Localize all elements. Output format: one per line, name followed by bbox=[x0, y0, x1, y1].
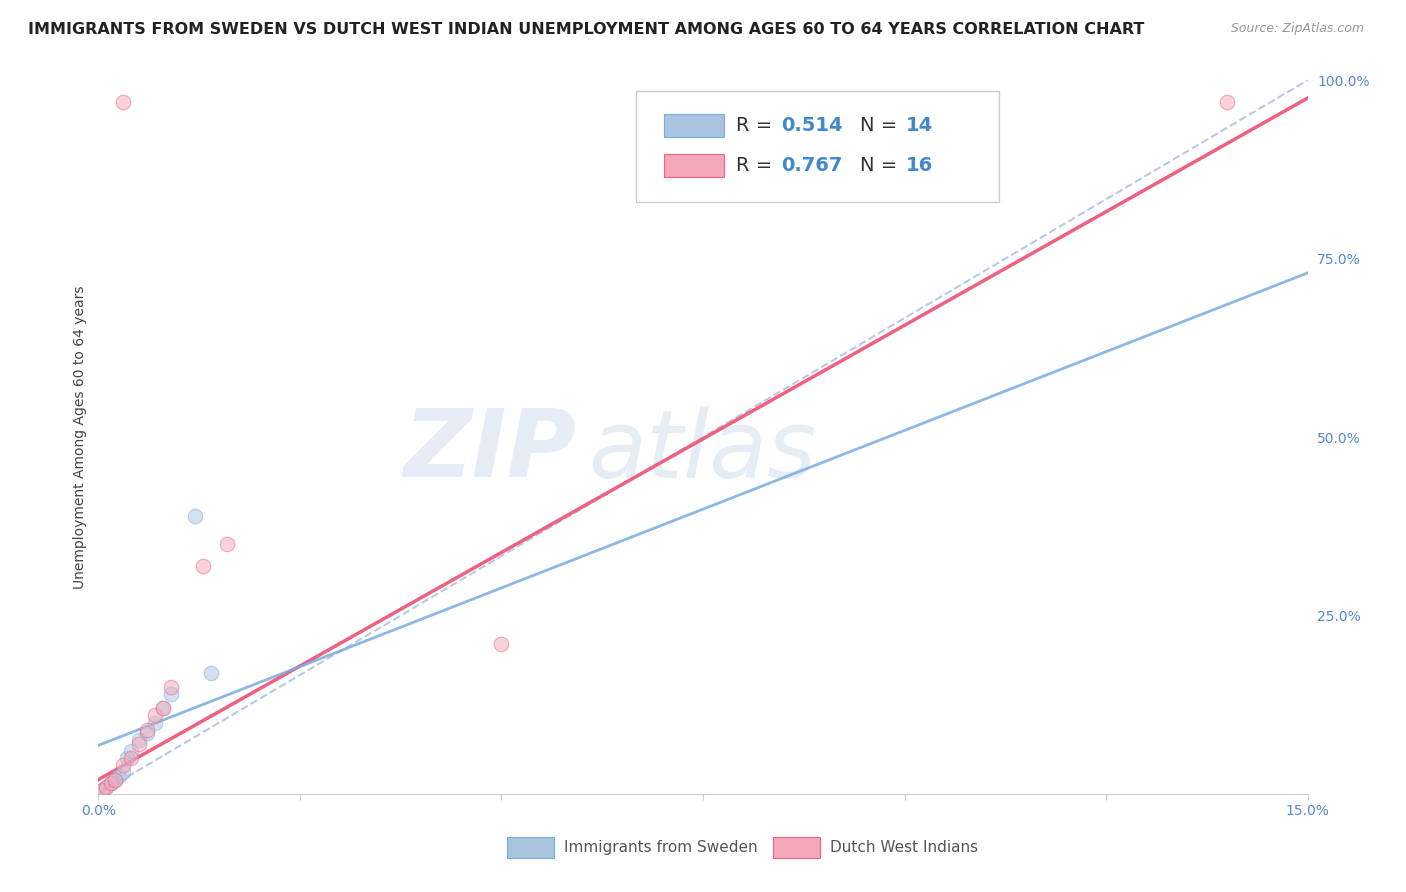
Text: ZIP: ZIP bbox=[404, 405, 576, 498]
Point bbox=[91, 783, 114, 797]
Point bbox=[100, 776, 122, 790]
Text: 0.767: 0.767 bbox=[782, 156, 844, 176]
Point bbox=[128, 733, 150, 747]
Point bbox=[107, 769, 129, 783]
Text: Dutch West Indians: Dutch West Indians bbox=[830, 840, 979, 855]
Point bbox=[120, 744, 142, 758]
Text: IMMIGRANTS FROM SWEDEN VS DUTCH WEST INDIAN UNEMPLOYMENT AMONG AGES 60 TO 64 YEA: IMMIGRANTS FROM SWEDEN VS DUTCH WEST IND… bbox=[28, 22, 1144, 37]
Text: 16: 16 bbox=[905, 156, 934, 176]
Point bbox=[96, 780, 118, 794]
Text: R =: R = bbox=[735, 116, 778, 135]
Point bbox=[491, 637, 513, 651]
Point bbox=[152, 701, 174, 715]
Text: R =: R = bbox=[735, 156, 778, 176]
Point bbox=[143, 715, 166, 730]
FancyBboxPatch shape bbox=[773, 837, 820, 858]
Text: Immigrants from Sweden: Immigrants from Sweden bbox=[564, 840, 758, 855]
Point bbox=[160, 687, 183, 701]
Point bbox=[217, 537, 239, 551]
Point bbox=[120, 751, 142, 765]
FancyBboxPatch shape bbox=[508, 837, 554, 858]
Point bbox=[115, 751, 138, 765]
Point bbox=[103, 772, 125, 787]
Text: 0.514: 0.514 bbox=[782, 116, 844, 135]
Point bbox=[135, 723, 157, 737]
Text: N =: N = bbox=[860, 116, 904, 135]
FancyBboxPatch shape bbox=[664, 114, 724, 136]
Point bbox=[111, 95, 134, 109]
Point bbox=[111, 758, 134, 772]
Point bbox=[152, 701, 174, 715]
Point bbox=[193, 558, 215, 573]
Point bbox=[200, 665, 222, 680]
Point bbox=[100, 776, 122, 790]
FancyBboxPatch shape bbox=[664, 154, 724, 178]
FancyBboxPatch shape bbox=[637, 91, 1000, 202]
Point bbox=[91, 783, 114, 797]
Point bbox=[111, 765, 134, 780]
Y-axis label: Unemployment Among Ages 60 to 64 years: Unemployment Among Ages 60 to 64 years bbox=[73, 285, 87, 589]
Point bbox=[96, 780, 118, 794]
Point bbox=[128, 737, 150, 751]
Point bbox=[135, 726, 157, 740]
Text: atlas: atlas bbox=[588, 406, 817, 497]
Point bbox=[103, 772, 125, 787]
Text: 14: 14 bbox=[905, 116, 934, 135]
Point bbox=[184, 508, 207, 523]
Point bbox=[1216, 95, 1239, 109]
Point bbox=[160, 680, 183, 694]
Text: Source: ZipAtlas.com: Source: ZipAtlas.com bbox=[1230, 22, 1364, 36]
Text: N =: N = bbox=[860, 156, 904, 176]
Point bbox=[143, 708, 166, 723]
